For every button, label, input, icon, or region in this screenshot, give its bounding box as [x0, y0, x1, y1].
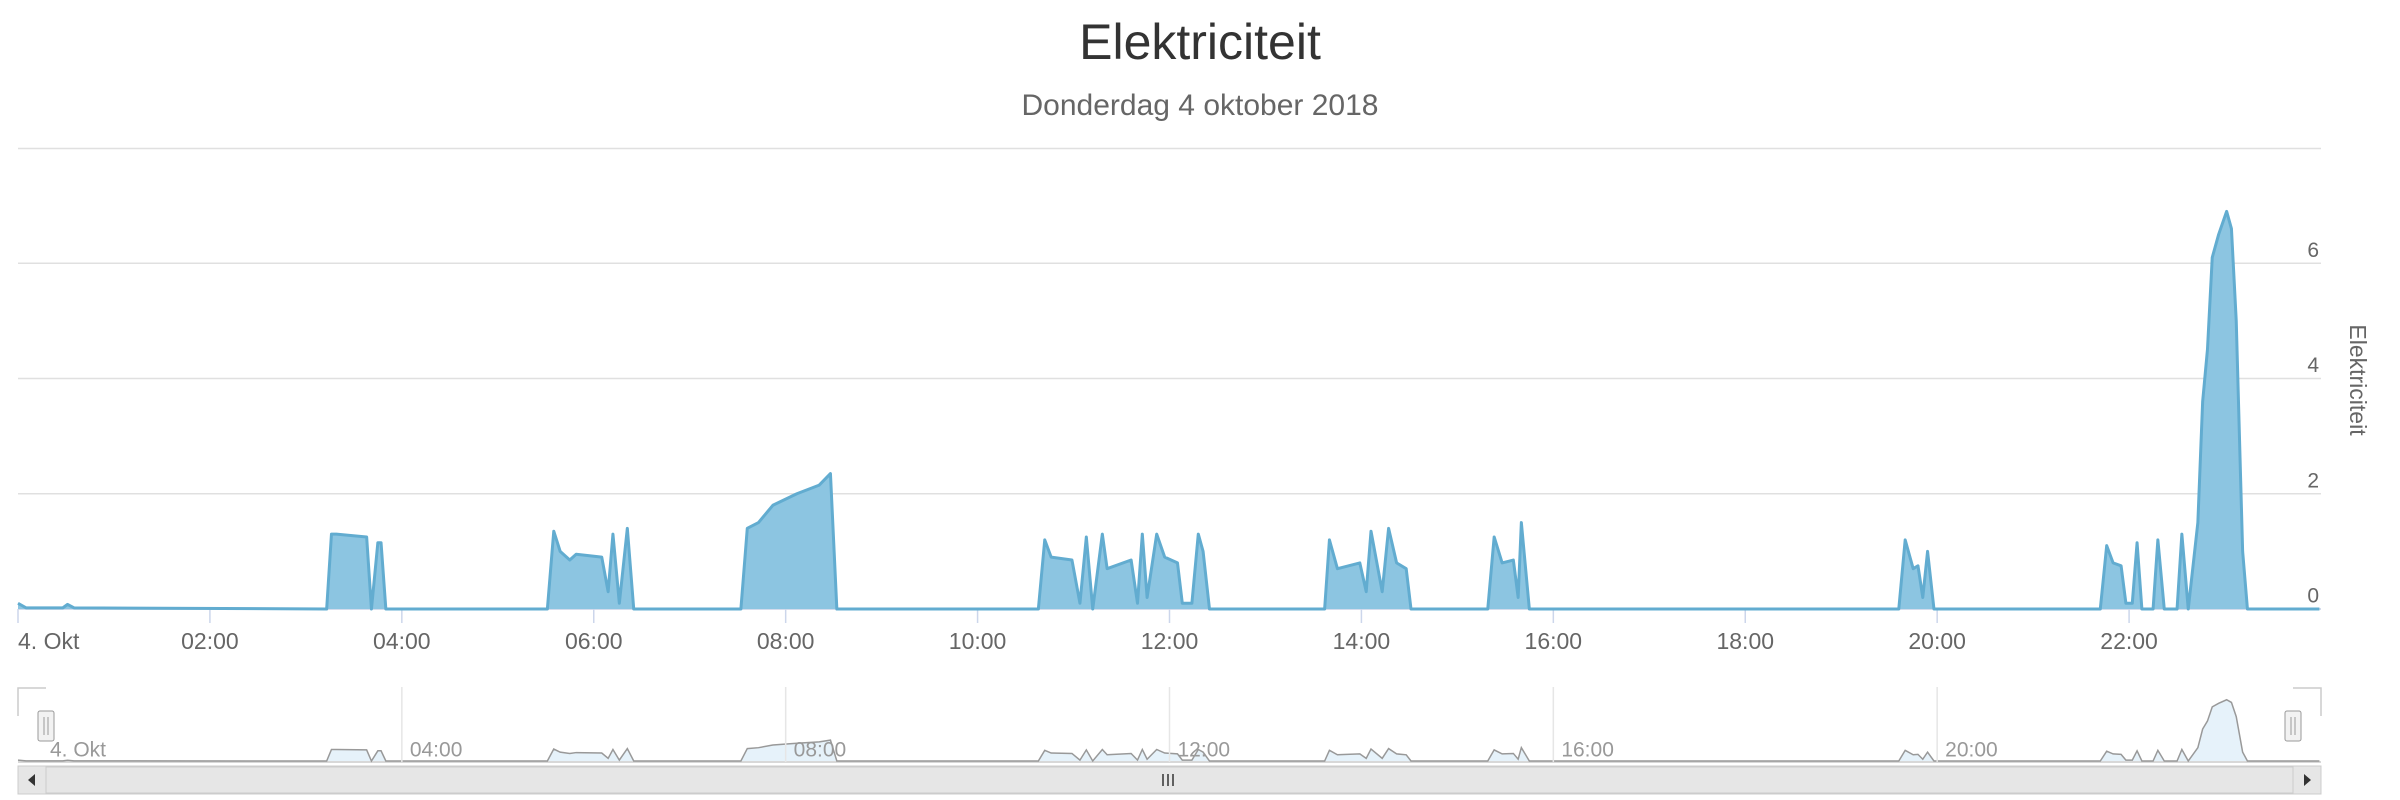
- navigator-handle[interactable]: [2284, 710, 2302, 742]
- scrollbar-grip: [1162, 774, 1174, 786]
- handle-grip: [2290, 717, 2296, 735]
- x-tick-label: 22:00: [2100, 628, 2158, 654]
- x-tick-label: 20:00: [1908, 628, 1966, 654]
- chart-subtitle: Donderdag 4 oktober 2018: [1022, 89, 1379, 122]
- x-tick-label: 10:00: [949, 628, 1007, 654]
- y-tick-label: 4: [2307, 354, 2319, 377]
- arrow-right: [2304, 774, 2311, 786]
- navigator-label: 12:00: [1178, 739, 1231, 762]
- navigator-label: 16:00: [1561, 739, 1614, 762]
- series-line: [17, 209, 2320, 611]
- scrollbar-thumb[interactable]: [45, 766, 2294, 794]
- x-tick-label: 14:00: [1333, 628, 1391, 654]
- x-tick-label: 08:00: [757, 628, 815, 654]
- x-tick-label: 4. Okt: [18, 628, 80, 654]
- x-tick-label: 02:00: [181, 628, 239, 654]
- navigator-label: 08:00: [794, 739, 847, 762]
- chart-title: Elektriciteit: [1079, 14, 1321, 70]
- handle-grip: [43, 717, 49, 735]
- x-tick-label: 04:00: [373, 628, 431, 654]
- navigator-label: 4. Okt: [50, 739, 106, 762]
- navigator-label: 20:00: [1945, 739, 1998, 762]
- y-tick-label: 0: [2307, 585, 2319, 608]
- x-tick-label: 12:00: [1141, 628, 1199, 654]
- navigator-label: 04:00: [410, 739, 463, 762]
- y-tick-label: 2: [2307, 469, 2319, 492]
- series-area: [18, 211, 2320, 609]
- y-tick-label: 6: [2307, 239, 2319, 262]
- arrow-left: [28, 774, 35, 786]
- navigator-line: [17, 698, 2320, 763]
- x-tick-label: 18:00: [1716, 628, 1774, 654]
- x-tick-label: 16:00: [1525, 628, 1583, 654]
- navigator-handle[interactable]: [37, 710, 55, 742]
- x-tick-label: 06:00: [565, 628, 623, 654]
- y-axis-title: Elektriciteit: [2345, 324, 2371, 436]
- navigator-outline: [17, 687, 2322, 716]
